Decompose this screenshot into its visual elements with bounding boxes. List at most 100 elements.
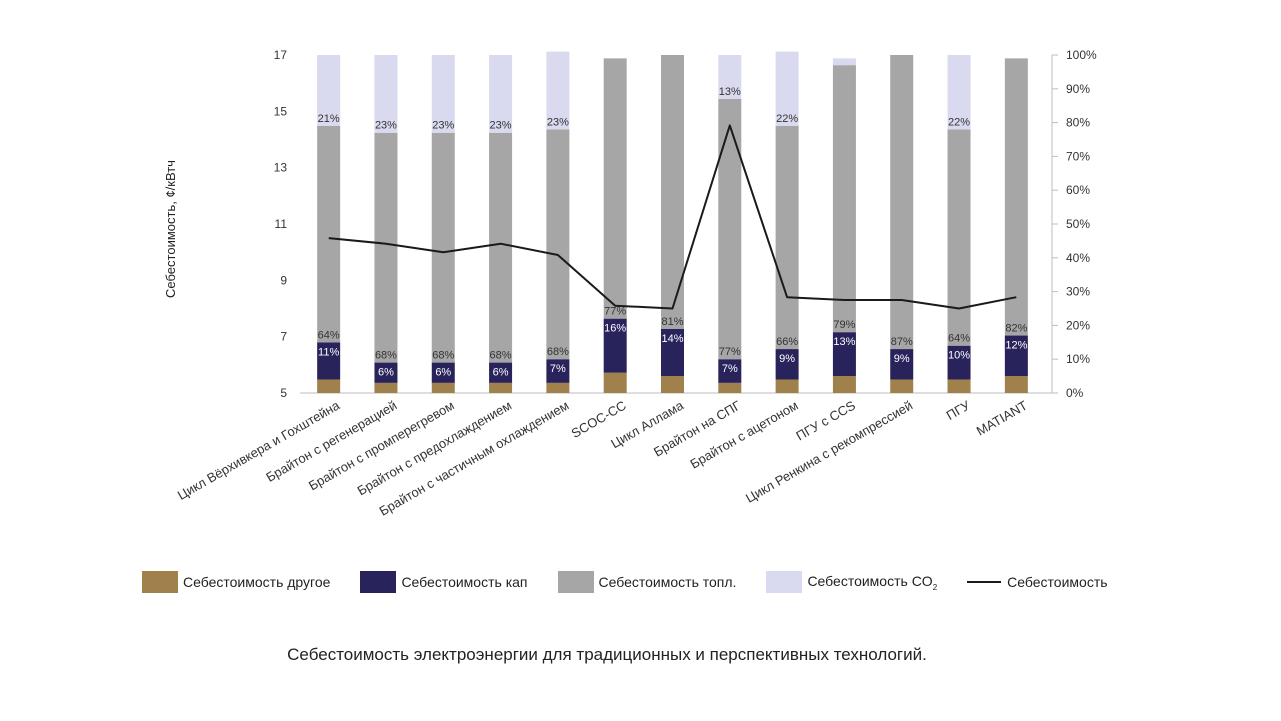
x-axis-category-label: ПГУ — [944, 397, 973, 423]
y-axis-tick-label: 15 — [274, 104, 288, 118]
bar-data-label: 68% — [432, 350, 454, 362]
bar-data-label: 9% — [779, 353, 795, 365]
bar-segment — [947, 345, 971, 380]
bar-data-label: 9% — [894, 353, 910, 365]
bar-data-label: 6% — [435, 367, 451, 379]
bar-data-label: 22% — [776, 113, 798, 125]
legend-item: Себестоимость — [967, 574, 1108, 590]
bar-segment — [489, 132, 513, 363]
bar-segment — [718, 359, 742, 383]
bar-segment — [546, 359, 570, 383]
bar-segment — [718, 98, 742, 360]
y2-axis-tick-label: 60% — [1066, 183, 1090, 197]
bar-segment — [489, 382, 513, 393]
bar-segment — [1004, 58, 1028, 336]
bar-data-label: 7% — [550, 363, 566, 375]
bar-segment — [832, 58, 856, 66]
bar-segment — [947, 55, 971, 130]
legend-item: Себестоимость кап — [360, 571, 528, 593]
bar-segment — [1004, 376, 1028, 393]
bar-segment — [661, 328, 684, 377]
bar-data-label: 64% — [948, 333, 970, 345]
legend-label: Себестоимость кап — [401, 574, 528, 590]
figure-caption: Себестоимость электроэнергии для традици… — [287, 645, 927, 664]
y-axis-tick-label: 5 — [280, 386, 287, 400]
bar-data-label: 6% — [493, 367, 509, 379]
bar-data-label: 68% — [490, 350, 512, 362]
bar-segment — [374, 362, 398, 383]
bar-segment — [890, 379, 914, 393]
bar-data-label: 87% — [891, 336, 913, 348]
bar-data-label: 10% — [948, 350, 970, 362]
y2-axis-tick-label: 20% — [1066, 318, 1090, 332]
y-axis-tick-label: 17 — [274, 48, 288, 62]
bar-segment — [489, 55, 513, 133]
bar-segment — [317, 125, 341, 343]
bar-data-label: 82% — [1005, 323, 1027, 335]
bar-data-label: 14% — [661, 333, 683, 345]
bar-segment — [832, 332, 856, 377]
bar-segment — [832, 65, 856, 333]
bar-data-label: 23% — [547, 116, 569, 128]
bar-data-label: 68% — [547, 346, 569, 358]
legend-label: Себестоимость CO2 — [807, 572, 938, 592]
bar-segment — [947, 129, 971, 346]
y2-axis-tick-label: 100% — [1066, 48, 1097, 62]
y-axis-tick-label: 13 — [274, 161, 288, 175]
bar-data-label: 22% — [948, 116, 970, 128]
bar-segment — [431, 362, 455, 383]
bar-segment — [546, 382, 570, 393]
bar-data-label: 21% — [318, 113, 340, 125]
y2-axis-tick-label: 50% — [1066, 217, 1090, 231]
bar-data-label: 77% — [604, 306, 626, 318]
bar-data-label: 6% — [378, 367, 394, 379]
legend-line-marker — [967, 581, 1002, 583]
bar-data-label: 81% — [661, 316, 683, 328]
bar-data-label: 23% — [375, 120, 397, 132]
legend-swatch — [557, 571, 594, 593]
bar-segment — [718, 55, 742, 99]
legend-item: Себестоимость другое — [142, 571, 330, 593]
x-axis-category-label: MATIANT — [974, 398, 1030, 439]
bar-segment — [603, 372, 627, 393]
cost-line — [328, 124, 1017, 310]
legend-label: Себестоимость другое — [183, 574, 331, 590]
legend-item: Себестоимость топл. — [557, 571, 736, 593]
bar-segment — [431, 55, 455, 133]
bar-data-label: 68% — [375, 350, 397, 362]
bar-segment — [317, 342, 341, 380]
y-axis-tick-label: 11 — [275, 217, 288, 231]
y-axis-tick-label: 7 — [280, 330, 287, 344]
bar-data-label: 13% — [833, 336, 855, 348]
bar-data-label: 23% — [432, 120, 454, 132]
bar-segment — [661, 55, 684, 329]
bar-segment — [603, 318, 627, 373]
legend-label: Себестоимость — [1007, 574, 1108, 590]
bar-segment — [661, 376, 684, 393]
y2-axis-tick-label: 0% — [1066, 386, 1084, 400]
bar-segment — [1004, 335, 1028, 377]
bar-segment — [431, 382, 455, 393]
bar-segment — [374, 382, 398, 393]
bar-segment — [775, 349, 799, 380]
bar-data-label: 64% — [318, 329, 340, 341]
bar-data-label: 23% — [490, 120, 512, 132]
bar-data-label: 11% — [318, 346, 339, 358]
bar-data-label: 13% — [719, 86, 741, 98]
bar-segment — [431, 132, 455, 363]
y2-axis-tick-label: 30% — [1066, 285, 1090, 299]
bar-segment — [317, 55, 341, 126]
bar-segment — [374, 132, 398, 363]
bar-segment — [832, 376, 856, 393]
y2-axis-tick-label: 10% — [1066, 352, 1090, 366]
bar-data-label: 16% — [604, 323, 626, 335]
y2-axis-tick-label: 90% — [1066, 82, 1090, 96]
bar-segment — [947, 379, 971, 393]
y2-axis-tick-label: 40% — [1066, 251, 1090, 265]
legend-swatch — [766, 571, 803, 593]
bar-data-label: 77% — [719, 346, 741, 358]
bar-segment — [775, 379, 799, 393]
bar-segment — [890, 349, 914, 380]
chart-legend: Себестоимость другое Себестоимость кап Себ… — [142, 571, 1138, 593]
legend-item: Себестоимость CO2 — [766, 571, 937, 593]
